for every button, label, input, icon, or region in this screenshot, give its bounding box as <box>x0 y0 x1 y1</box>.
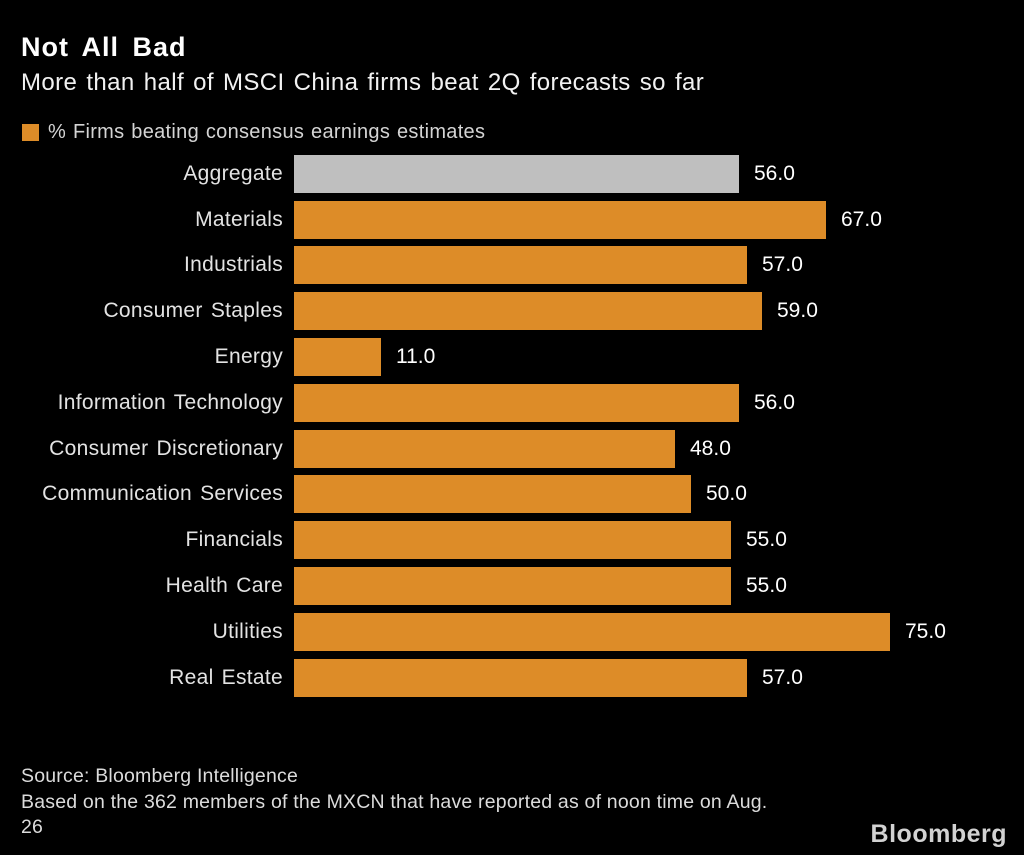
category-label: Materials <box>195 207 283 231</box>
category-label: Health Care <box>165 574 283 598</box>
bar-wrap: 59.0 <box>294 292 818 331</box>
category-label: Information Technology <box>57 390 283 414</box>
chart-row: Industrials 57.0 <box>0 243 1024 289</box>
note-line-2: 26 <box>21 816 44 838</box>
value-label: 56.0 <box>754 390 795 414</box>
value-label: 57.0 <box>762 253 803 277</box>
value-label: 55.0 <box>746 528 787 552</box>
chart-subtitle: More than half of MSCI China firms beat … <box>21 69 705 96</box>
bar-wrap: 75.0 <box>294 612 946 651</box>
chart-row: Financials 55.0 <box>0 517 1024 563</box>
bar-communication-services <box>294 475 691 514</box>
category-label: Utilities <box>212 619 283 643</box>
bar-wrap: 57.0 <box>294 246 803 285</box>
chart-row: Information Technology 56.0 <box>0 380 1024 426</box>
bar-wrap: 48.0 <box>294 429 731 468</box>
value-label: 75.0 <box>905 619 946 643</box>
bar-consumer-staples <box>294 292 762 331</box>
category-label: Financials <box>185 528 283 552</box>
category-label: Energy <box>214 345 283 369</box>
category-label: Consumer Discretionary <box>49 436 283 460</box>
bar-health-care <box>294 567 731 606</box>
category-label: Consumer Staples <box>103 299 283 323</box>
bar-financials <box>294 521 731 560</box>
bar-wrap: 57.0 <box>294 658 803 697</box>
bar-wrap: 67.0 <box>294 200 882 239</box>
category-label: Real Estate <box>169 665 283 689</box>
value-label: 67.0 <box>841 207 882 231</box>
chart-row: Utilities 75.0 <box>0 609 1024 655</box>
chart-row: Consumer Staples 59.0 <box>0 288 1024 334</box>
value-label: 59.0 <box>777 299 818 323</box>
bar-aggregate <box>294 154 739 193</box>
chart-rows: Aggregate 56.0 Materials 67.0 Industrials 57.… <box>0 151 1024 701</box>
legend-label: % Firms beating consensus earnings estim… <box>48 121 486 143</box>
value-label: 57.0 <box>762 665 803 689</box>
bar-wrap: 50.0 <box>294 475 747 514</box>
note-line-1: Based on the 362 members of the MXCN tha… <box>21 790 768 813</box>
bar-wrap: 56.0 <box>294 383 795 422</box>
bar-wrap: 56.0 <box>294 154 795 193</box>
bloomberg-logo: Bloomberg <box>870 820 1007 848</box>
category-label: Communication Services <box>42 482 283 506</box>
bar-consumer-discretionary <box>294 429 675 468</box>
bar-industrials <box>294 246 747 285</box>
chart-title: Not All Bad <box>21 32 187 62</box>
value-label: 11.0 <box>396 345 436 369</box>
value-label: 56.0 <box>754 161 795 185</box>
bar-wrap: 55.0 <box>294 521 787 560</box>
chart-row: Communication Services 50.0 <box>0 472 1024 518</box>
category-label: Aggregate <box>183 161 283 185</box>
bar-wrap: 55.0 <box>294 567 787 606</box>
chart-row: Real Estate 57.0 <box>0 655 1024 701</box>
bar-wrap: 11.0 <box>294 338 436 377</box>
bar-energy <box>294 338 381 377</box>
legend: % Firms beating consensus earnings estim… <box>22 121 485 144</box>
chart-row: Materials 67.0 <box>0 197 1024 243</box>
chart-row: Health Care 55.0 <box>0 563 1024 609</box>
category-label: Industrials <box>183 253 283 277</box>
footer-notes: Source: Bloomberg Intelligence Based on … <box>21 764 767 841</box>
chart-row: Consumer Discretionary 48.0 <box>0 426 1024 472</box>
source-line: Source: Bloomberg Intelligence <box>21 765 298 787</box>
bar-materials <box>294 200 826 239</box>
value-label: 50.0 <box>706 482 747 506</box>
value-label: 48.0 <box>690 436 731 460</box>
chart-row: Aggregate 56.0 <box>0 151 1024 197</box>
value-label: 55.0 <box>746 574 787 598</box>
chart-row: Energy 11.0 <box>0 334 1024 380</box>
bar-utilities <box>294 612 890 651</box>
legend-swatch-icon <box>22 124 39 141</box>
bar-real-estate <box>294 658 747 697</box>
bar-information-technology <box>294 383 739 422</box>
